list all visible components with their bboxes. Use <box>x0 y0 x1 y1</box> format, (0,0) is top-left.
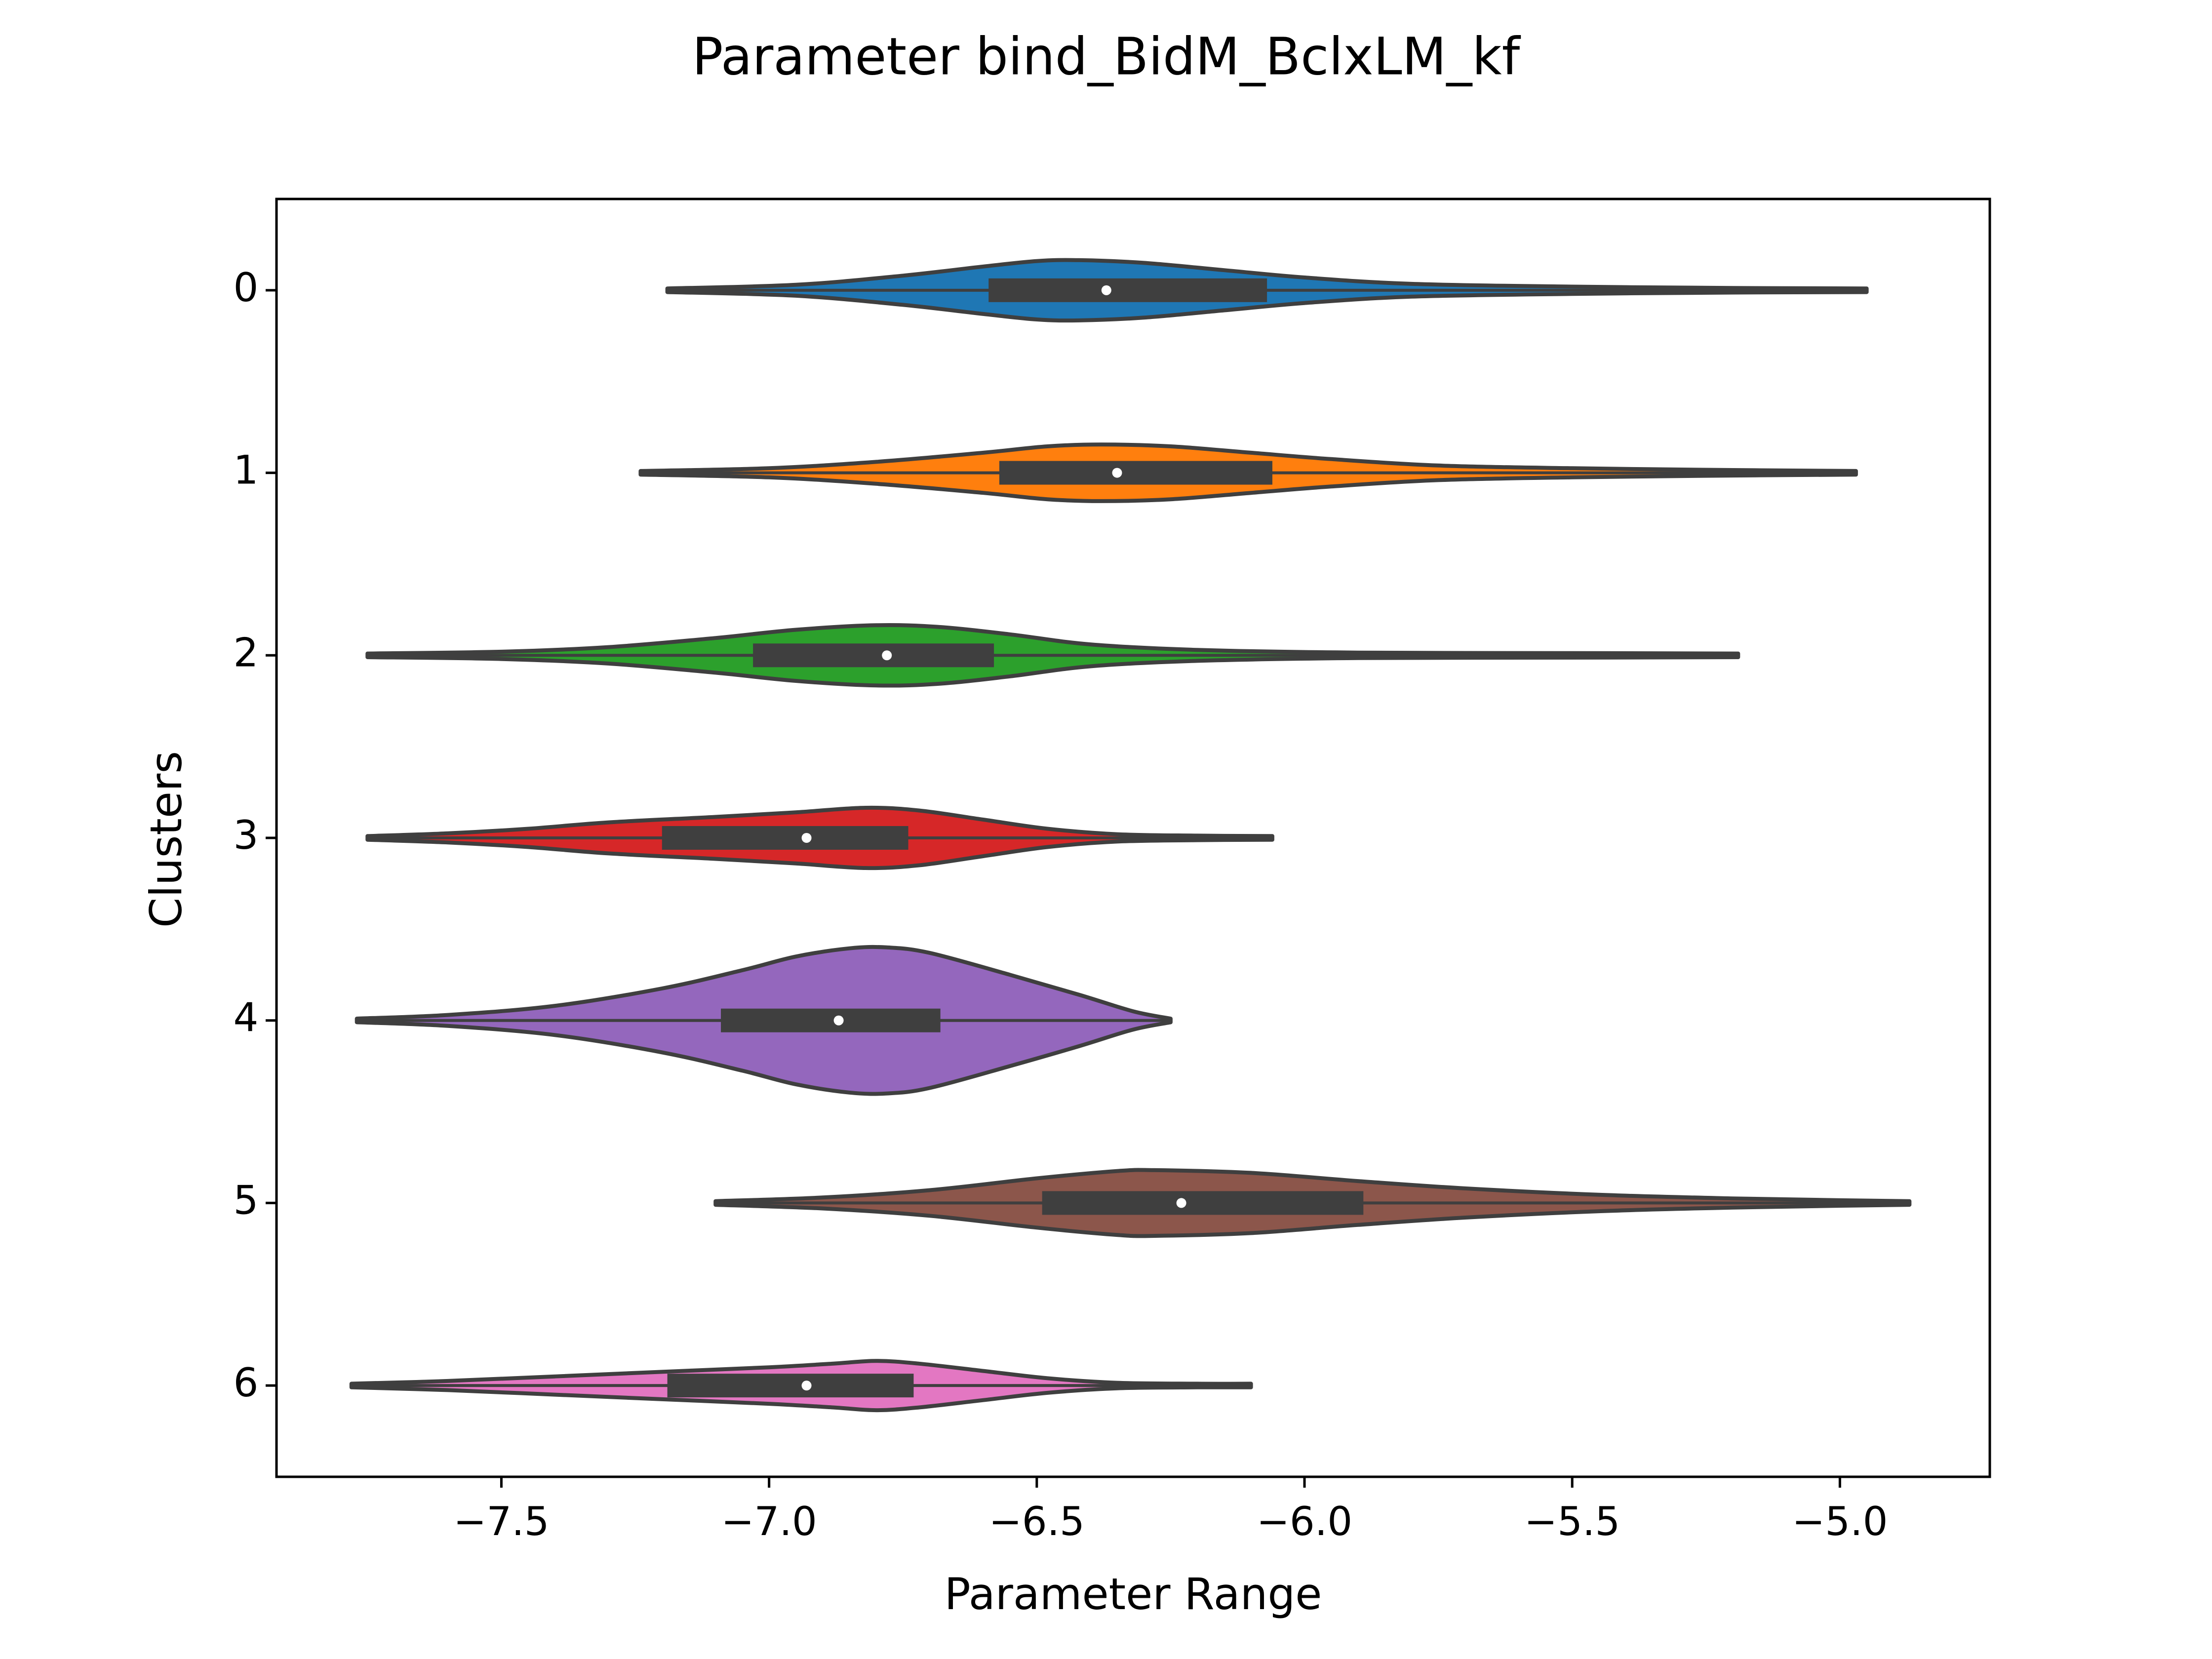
violin-median-point <box>1101 285 1111 295</box>
x-axis-label: Parameter Range <box>945 1569 1322 1620</box>
x-tick-label: −7.5 <box>453 1499 549 1544</box>
y-tick-label: 1 <box>234 447 259 493</box>
violin-median-point <box>1112 468 1122 478</box>
violin-median-point <box>882 650 892 661</box>
violin-cluster-6 <box>349 1359 1253 1413</box>
violin-median-point <box>833 1015 844 1026</box>
violin-iqr-box <box>667 1374 914 1398</box>
y-tick-label: 5 <box>234 1177 259 1223</box>
y-tick-label: 2 <box>234 630 259 675</box>
x-tick-label: −7.0 <box>721 1499 817 1544</box>
violin-cluster-4 <box>355 945 1173 1096</box>
x-tick-label: −5.5 <box>1524 1499 1620 1544</box>
violin-cluster-1 <box>638 442 1858 503</box>
y-axis-label: Clusters <box>141 751 192 928</box>
violin-median-point <box>801 833 812 843</box>
violin-median-point <box>1176 1198 1186 1208</box>
x-tick-label: −6.0 <box>1257 1499 1352 1544</box>
violin-iqr-box <box>721 1008 941 1032</box>
violin-cluster-0 <box>665 258 1869 323</box>
violin-iqr-box <box>1042 1191 1364 1215</box>
chart-title: Parameter bind_BidM_BclxLM_kf <box>692 26 1521 86</box>
x-tick-label: −5.0 <box>1792 1499 1888 1544</box>
violin-iqr-box <box>662 826 908 850</box>
y-tick-label: 6 <box>234 1360 259 1406</box>
y-tick-label: 3 <box>234 812 259 858</box>
violin-median-point <box>801 1381 812 1391</box>
violin-cluster-5 <box>713 1168 1912 1238</box>
x-tick-label: −6.5 <box>989 1499 1085 1544</box>
y-tick-label: 4 <box>234 995 259 1041</box>
violin-iqr-box <box>753 643 994 668</box>
violin-iqr-box <box>988 278 1267 302</box>
violin-cluster-3 <box>365 805 1274 870</box>
ticks-layer: −7.5 −7.0 −6.5 −6.0 −5.5 −5.0 0 1 2 3 4 5 6 <box>234 265 1888 1544</box>
violin-iqr-box <box>999 461 1272 485</box>
violins-layer <box>349 258 1912 1413</box>
y-tick-label: 0 <box>234 265 259 311</box>
violin-cluster-2 <box>365 623 1740 688</box>
